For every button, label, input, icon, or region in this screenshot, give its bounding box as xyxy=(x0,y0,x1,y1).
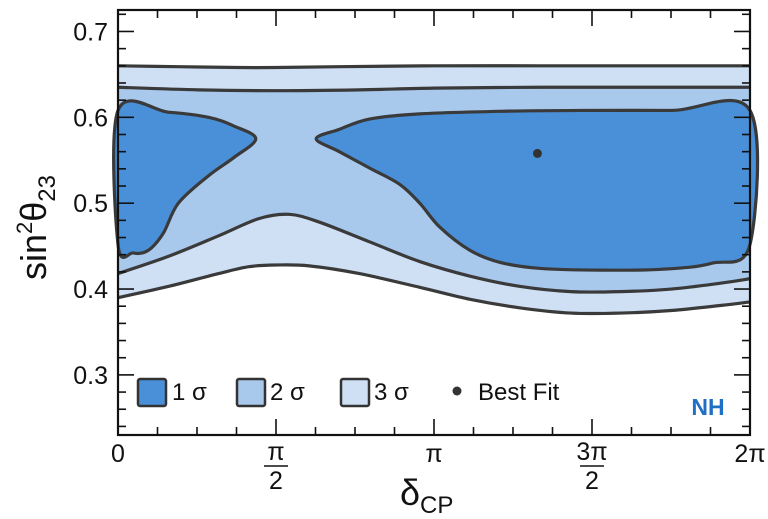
contour-regions xyxy=(112,64,760,316)
legend-swatch-3sigma xyxy=(339,377,371,408)
x-tick-label-numerator: 3π xyxy=(576,438,607,466)
contour-upper-2σ xyxy=(117,85,750,93)
y-tick-label: 0.3 xyxy=(73,362,108,390)
region-1σ-blob-2 xyxy=(314,99,760,272)
best-fit-layer xyxy=(532,148,542,158)
plot-frame xyxy=(116,8,752,437)
contour-lower-3σ xyxy=(117,263,751,316)
legend-label-3sigma: 3 σ xyxy=(374,379,409,406)
y-axis-title: sin2θ23 xyxy=(12,175,61,280)
legend-label-1sigma: 1 σ xyxy=(172,379,207,406)
nh-annotation: NH xyxy=(691,394,724,420)
x-tick-label-denominator: 2 xyxy=(585,467,599,495)
legend-label-2sigma: 2 σ xyxy=(270,379,305,406)
legend-label-best-fit: Best Fit xyxy=(478,379,560,406)
contour-upper-3σ xyxy=(117,64,750,70)
legend-marker-best-fit xyxy=(452,386,462,396)
legend-swatch-1sigma xyxy=(136,377,168,408)
x-axis-title: δCP xyxy=(400,472,453,519)
y-tick-label: 0.4 xyxy=(73,276,108,304)
legend: 1 σ 2 σ 3 σ Best Fit xyxy=(136,377,560,408)
legend-swatch-2sigma xyxy=(235,377,267,408)
y-tick-label: 0.7 xyxy=(73,18,108,46)
x-tick-label: π xyxy=(425,440,442,468)
y-tick-label: 0.6 xyxy=(73,104,108,132)
x-tick-label: 0 xyxy=(111,440,125,468)
x-tick-label: 2π xyxy=(734,440,765,468)
x-tick-label-denominator: 2 xyxy=(269,467,283,495)
y-tick-label: 0.5 xyxy=(73,190,108,218)
region-1σ-blob-1 xyxy=(112,99,258,259)
best-fit-point xyxy=(532,148,542,158)
contour-lower-2σ xyxy=(117,212,751,294)
x-tick-label-numerator: π xyxy=(267,438,284,466)
